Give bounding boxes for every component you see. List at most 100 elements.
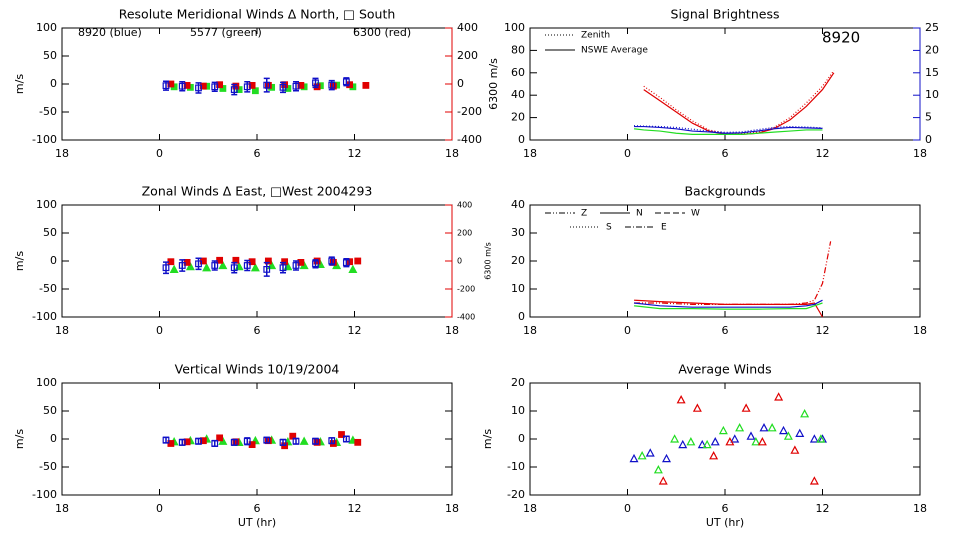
- y-axis-label: m/s: [13, 74, 26, 94]
- marker: [183, 81, 191, 89]
- marker: [243, 437, 251, 445]
- y-tick-label: 0: [50, 432, 57, 445]
- y2-axis-label: 6300 m/s: [487, 58, 500, 110]
- marker: [263, 266, 271, 273]
- line: [643, 72, 835, 135]
- x-tick-label: 18: [523, 147, 537, 160]
- marker: [230, 264, 238, 272]
- panel-title: Average Winds: [678, 362, 771, 377]
- marker: [248, 258, 256, 266]
- y-tick-label: 100: [504, 21, 525, 34]
- annotation: 6300 (red): [353, 26, 411, 39]
- marker: [741, 403, 751, 412]
- marker: [759, 423, 769, 432]
- y-tick-label: 10: [511, 404, 525, 417]
- marker: [312, 79, 319, 87]
- marker: [169, 264, 179, 273]
- marker: [183, 438, 191, 446]
- marker: [328, 81, 336, 89]
- marker: [757, 437, 767, 446]
- y-axis-label: m/s: [481, 429, 494, 449]
- y-tick-label: -20: [507, 488, 525, 501]
- marker: [774, 392, 784, 401]
- marker: [670, 434, 680, 443]
- marker: [354, 257, 362, 265]
- x-tick-label: 0: [624, 147, 631, 160]
- marker: [199, 437, 207, 445]
- y-tick-label: -50: [39, 282, 57, 295]
- marker: [230, 438, 238, 446]
- y2-tick-label: 0: [457, 257, 462, 266]
- marker: [348, 264, 358, 273]
- marker: [199, 82, 207, 90]
- marker: [658, 476, 668, 485]
- line: [633, 299, 823, 308]
- marker: [629, 453, 639, 463]
- x-tick-label: 6: [254, 147, 261, 160]
- panel: Zonal Winds Δ East, □West 2004293 18 0 6 12 1…: [13, 184, 493, 338]
- marker: [232, 82, 240, 90]
- marker: [279, 83, 287, 91]
- y2-tick-label: 400: [457, 201, 472, 210]
- panel-title: Resolute Meridional Winds Δ North, □ Sou…: [119, 7, 396, 22]
- marker: [178, 438, 186, 446]
- marker: [248, 81, 256, 89]
- marker: [312, 437, 319, 445]
- legend-label: N: [636, 209, 643, 219]
- marker: [342, 435, 350, 443]
- marker: [312, 260, 319, 268]
- marker: [676, 395, 686, 404]
- x-tick-label: 0: [624, 324, 631, 337]
- error-bar: [211, 439, 218, 448]
- y-tick-label: 20: [511, 376, 525, 389]
- marker: [735, 423, 745, 432]
- x-axis-label: UT (hr): [238, 516, 276, 529]
- marker: [185, 261, 195, 271]
- marker: [783, 431, 793, 440]
- panel-title: Signal Brightness: [671, 7, 780, 22]
- marker: [778, 425, 789, 435]
- x-tick-label: 0: [156, 324, 163, 337]
- x-tick-label: 12: [816, 502, 830, 515]
- marker: [338, 431, 345, 438]
- marker: [637, 451, 647, 460]
- marker: [264, 257, 272, 265]
- marker: [342, 78, 350, 86]
- y-tick-label: 100: [36, 21, 57, 34]
- marker: [178, 82, 186, 90]
- x-tick-label: 18: [55, 324, 69, 337]
- y2-tick-label: 10: [925, 88, 939, 101]
- marker: [342, 259, 350, 267]
- legend-label: W: [691, 209, 700, 219]
- annotation: 8920 (blue): [78, 26, 142, 39]
- line: [633, 299, 824, 318]
- marker: [800, 409, 810, 418]
- marker: [162, 436, 170, 444]
- x-tick-label: 18: [913, 502, 927, 515]
- y-tick-label: -100: [32, 310, 57, 323]
- marker: [678, 439, 688, 449]
- x-tick-label: 18: [913, 147, 927, 160]
- y-tick-label: 20: [511, 111, 525, 124]
- marker: [718, 425, 728, 435]
- y2-tick-label: 200: [457, 49, 478, 62]
- x-tick-label: 18: [55, 147, 69, 160]
- marker: [195, 437, 202, 445]
- marker: [279, 264, 287, 272]
- y-tick-label: -100: [32, 488, 57, 501]
- x-tick-label: 6: [722, 502, 729, 515]
- marker: [218, 260, 228, 270]
- y-tick-label: 0: [518, 133, 525, 146]
- y2-tick-label: 25: [925, 21, 939, 34]
- plot-frame: [61, 204, 453, 318]
- error-bar: [263, 261, 270, 277]
- y-tick-label: -10: [507, 460, 525, 473]
- marker: [692, 403, 702, 412]
- marker: [195, 84, 202, 92]
- marker: [216, 434, 224, 442]
- marker: [243, 83, 251, 91]
- marker: [328, 437, 336, 445]
- line: [633, 128, 823, 135]
- marker: [211, 440, 219, 447]
